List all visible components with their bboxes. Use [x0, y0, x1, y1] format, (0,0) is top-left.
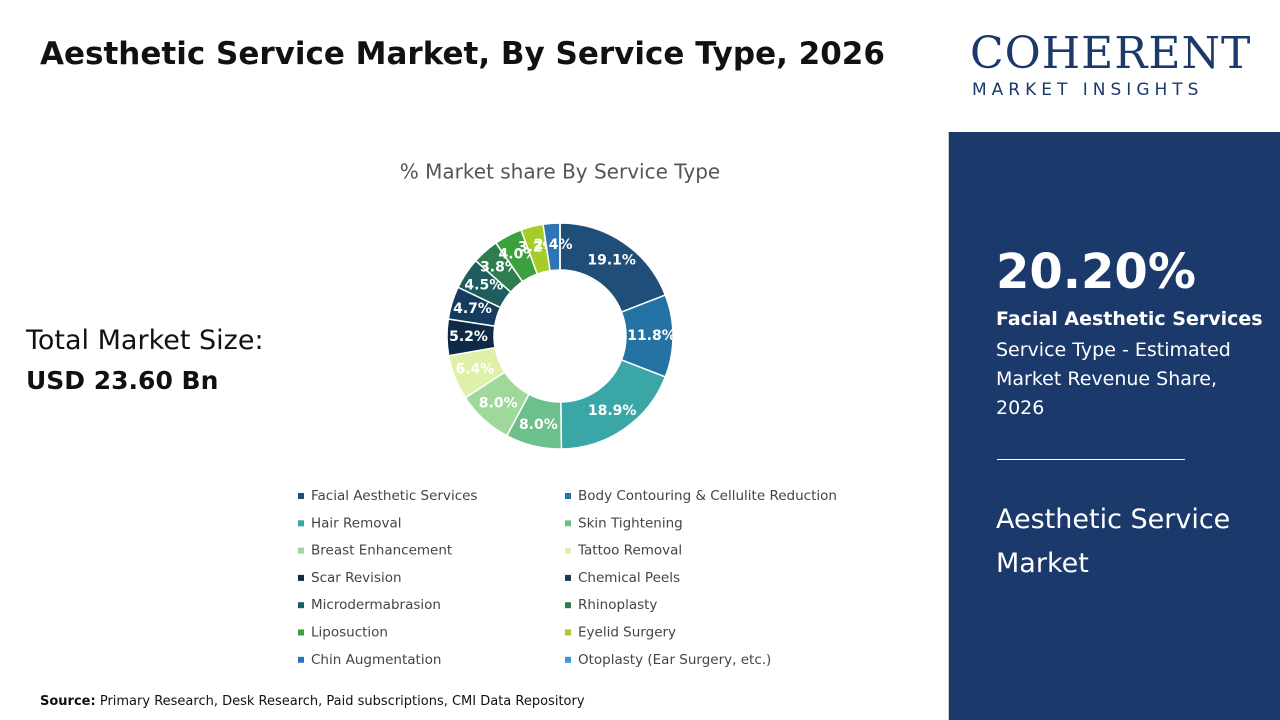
- legend-swatch: [298, 574, 304, 581]
- legend-label: Skin Tightening: [578, 515, 683, 531]
- legend-swatch: [298, 520, 304, 527]
- highlight-description: Service Type - Estimated Market Revenue …: [996, 339, 1231, 419]
- total-label: Total Market Size:: [26, 325, 264, 356]
- data-label: 2.4%: [534, 237, 573, 253]
- legend-label: Chin Augmentation: [311, 652, 441, 668]
- legend-label: Hair Removal: [311, 515, 402, 531]
- legend-swatch: [565, 629, 571, 636]
- source-label: Source:: [40, 694, 96, 709]
- legend-swatch: [565, 602, 571, 609]
- legend-label: Microdermabrasion: [311, 597, 441, 613]
- data-label: 8.0%: [479, 395, 518, 411]
- data-label: 19.1%: [587, 252, 636, 268]
- data-label: 4.0%: [499, 247, 538, 263]
- legend-label: Liposuction: [311, 625, 388, 641]
- divider: [997, 459, 1185, 460]
- legend-swatch: [565, 547, 571, 554]
- chart: % Market share By Service Type 19.1% Faci…: [298, 160, 837, 668]
- legend-swatch: [565, 574, 571, 581]
- legend-label: Breast Enhancement: [311, 543, 452, 559]
- legend-label: Body Contouring & Cellulite Reduction: [578, 488, 837, 504]
- legend-label: Otoplasty (Ear Surgery, etc.): [578, 652, 771, 668]
- legend-swatch: [298, 547, 304, 554]
- legend-label: Scar Revision: [311, 570, 402, 586]
- legend-swatch: [298, 629, 304, 636]
- page-title: Aesthetic Service Market, By Service Typ…: [40, 36, 885, 72]
- total-value: USD 23.60 Bn: [26, 366, 219, 395]
- data-label: 4.7%: [453, 301, 492, 317]
- legend-label: Chemical Peels: [578, 570, 680, 586]
- data-label: 5.2%: [449, 329, 488, 345]
- legend-swatch: [565, 520, 571, 527]
- data-label: 18.9%: [588, 403, 637, 419]
- source: Source: Primary Research, Desk Research,…: [40, 694, 585, 709]
- highlight-value: 20.20%: [996, 244, 1196, 300]
- source-text: Primary Research, Desk Research, Paid su…: [99, 694, 585, 709]
- legend-swatch: [565, 656, 571, 663]
- legend-label: Tattoo Removal: [577, 543, 682, 559]
- legend-swatch: [298, 656, 304, 663]
- legend-label: Eyelid Surgery: [578, 625, 676, 641]
- highlight-name: Facial Aesthetic Services: [996, 308, 1263, 330]
- legend-swatch: [565, 493, 571, 499]
- data-label: 6.4%: [456, 362, 495, 378]
- highlight-market: Aesthetic Service Market: [996, 504, 1231, 579]
- logo-tagline: MARKET INSIGHTS: [972, 80, 1204, 100]
- logo: COHERENT MARKET INSIGHTS: [948, 0, 1280, 132]
- data-label: 8.0%: [519, 417, 558, 433]
- legend-label: Rhinoplasty: [578, 597, 657, 613]
- legend-swatch: [298, 493, 304, 499]
- legend-label: Facial Aesthetic Services: [311, 488, 477, 504]
- data-label: 11.8%: [627, 328, 676, 344]
- chart-title: % Market share By Service Type: [400, 160, 720, 184]
- legend-swatch: [298, 602, 304, 609]
- data-label: 4.5%: [464, 277, 503, 293]
- logo-name: COHERENT: [970, 28, 1252, 79]
